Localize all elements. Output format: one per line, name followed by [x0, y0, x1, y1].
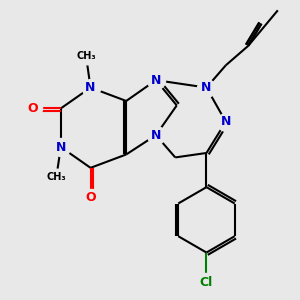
- Text: N: N: [220, 115, 231, 128]
- Text: N: N: [201, 81, 212, 94]
- Text: N: N: [151, 74, 161, 87]
- Text: O: O: [27, 102, 38, 115]
- Text: CH₃: CH₃: [46, 172, 66, 182]
- Text: N: N: [85, 81, 96, 94]
- Text: N: N: [151, 129, 161, 142]
- Text: Cl: Cl: [200, 276, 213, 289]
- Text: CH₃: CH₃: [76, 51, 96, 62]
- Text: O: O: [85, 191, 96, 204]
- Text: N: N: [56, 140, 66, 154]
